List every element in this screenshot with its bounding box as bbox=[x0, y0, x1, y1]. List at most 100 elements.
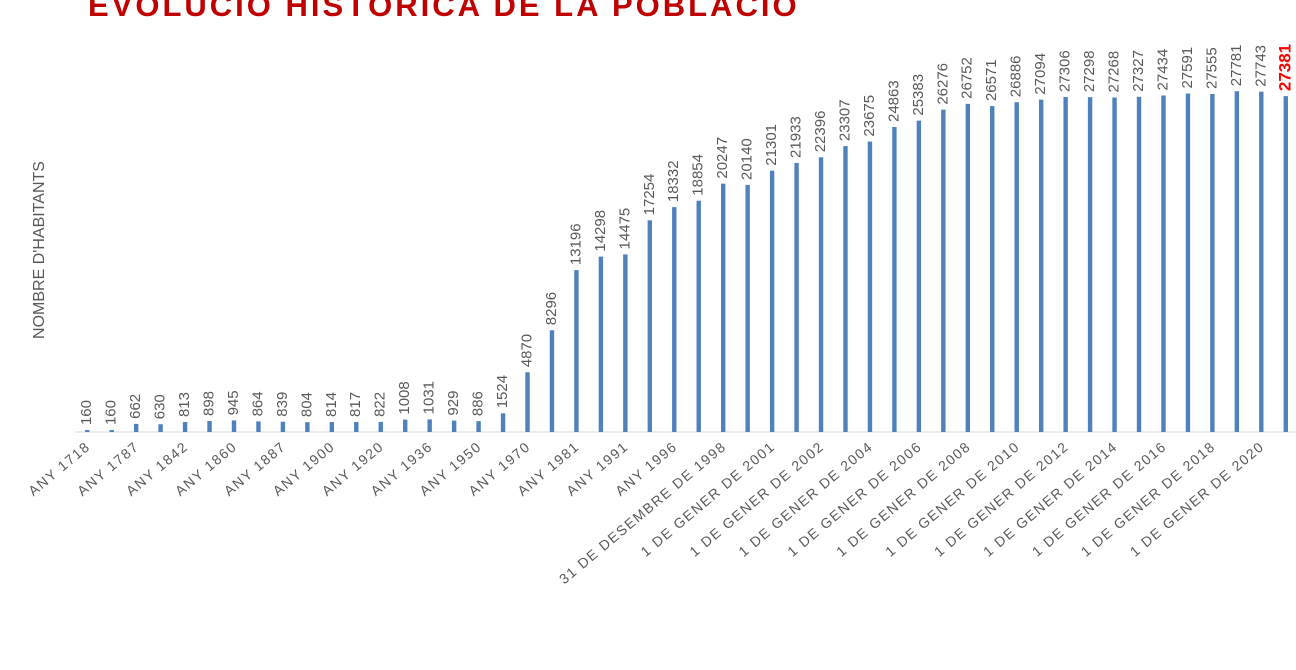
bar bbox=[1112, 97, 1117, 432]
value-label: 27327 bbox=[1130, 50, 1147, 92]
bar bbox=[1014, 102, 1019, 433]
bar bbox=[329, 422, 335, 432]
chart-title: EVOLUCIÓ HISTÒRICA DE LA POBLACIÓ bbox=[88, 0, 800, 23]
bar bbox=[476, 421, 481, 432]
bar bbox=[427, 419, 432, 432]
value-label: 1008 bbox=[396, 381, 413, 414]
y-axis-label: NOMBRE D'HABITANTS bbox=[31, 161, 48, 339]
bar bbox=[525, 372, 530, 432]
value-label: 27268 bbox=[1106, 51, 1123, 93]
bar bbox=[818, 157, 824, 432]
value-label: 630 bbox=[152, 394, 169, 419]
bar bbox=[867, 141, 873, 432]
value-label: 21933 bbox=[788, 116, 805, 158]
bar bbox=[720, 183, 726, 432]
value-label: 20140 bbox=[739, 138, 756, 180]
bar bbox=[843, 146, 848, 432]
bar bbox=[1234, 91, 1240, 433]
bar bbox=[769, 170, 775, 432]
bar bbox=[990, 106, 995, 432]
bar bbox=[305, 422, 310, 432]
value-label: 822 bbox=[372, 392, 389, 417]
value-label: 24863 bbox=[885, 80, 902, 122]
bar bbox=[965, 103, 970, 432]
value-label: 27591 bbox=[1179, 47, 1196, 89]
value-label: 21301 bbox=[763, 124, 780, 166]
bar bbox=[451, 420, 457, 432]
value-label: 160 bbox=[103, 400, 120, 425]
value-label: 27555 bbox=[1203, 47, 1220, 89]
value-label: 14298 bbox=[592, 210, 609, 252]
value-label: 18332 bbox=[665, 160, 682, 202]
value-label: 27094 bbox=[1032, 53, 1049, 95]
value-label: 8296 bbox=[543, 292, 560, 325]
bar bbox=[941, 109, 946, 433]
value-label: 27298 bbox=[1081, 50, 1098, 92]
value-label: 27781 bbox=[1228, 45, 1245, 87]
value-label: 17254 bbox=[641, 174, 658, 216]
bar bbox=[794, 162, 799, 432]
bar bbox=[1161, 95, 1166, 433]
bar bbox=[378, 421, 383, 432]
value-label: 23307 bbox=[836, 99, 853, 141]
value-label: 26886 bbox=[1008, 55, 1025, 97]
bar bbox=[892, 127, 897, 433]
value-label: 26571 bbox=[983, 59, 1000, 101]
value-label: 929 bbox=[445, 391, 462, 416]
value-label: 26752 bbox=[959, 57, 976, 99]
value-label: 4870 bbox=[518, 334, 535, 367]
bar bbox=[623, 254, 628, 432]
value-label: 27743 bbox=[1252, 45, 1269, 87]
value-label: 813 bbox=[176, 392, 193, 417]
bar bbox=[207, 420, 212, 432]
bar bbox=[231, 420, 237, 432]
bar bbox=[549, 330, 555, 432]
bar bbox=[916, 120, 922, 433]
value-label: 886 bbox=[470, 391, 487, 416]
bar bbox=[1283, 96, 1288, 432]
bar bbox=[256, 421, 261, 432]
bar bbox=[1063, 97, 1068, 433]
bar bbox=[1210, 93, 1215, 432]
value-label: 662 bbox=[127, 394, 144, 419]
bar bbox=[158, 424, 163, 432]
value-label: 27381 bbox=[1275, 44, 1294, 91]
bar bbox=[672, 207, 677, 432]
value-label: 817 bbox=[347, 392, 364, 417]
bar bbox=[85, 430, 90, 432]
value-label: 804 bbox=[298, 392, 315, 417]
value-label: 839 bbox=[274, 392, 291, 417]
value-label: 14475 bbox=[616, 208, 633, 250]
bar bbox=[354, 421, 359, 432]
value-label: 25383 bbox=[910, 74, 927, 116]
bar bbox=[745, 184, 750, 432]
bar bbox=[133, 423, 139, 432]
bar bbox=[403, 419, 408, 432]
value-label: 1031 bbox=[421, 381, 438, 414]
bar bbox=[1259, 91, 1264, 433]
value-label: 23675 bbox=[861, 95, 878, 137]
bar bbox=[1185, 93, 1191, 432]
bar bbox=[598, 256, 604, 432]
value-label: 26276 bbox=[934, 63, 951, 105]
bar bbox=[1136, 96, 1142, 432]
bar bbox=[574, 270, 579, 432]
value-label: 18854 bbox=[690, 154, 707, 196]
value-label: 945 bbox=[225, 390, 242, 415]
bar bbox=[647, 220, 653, 432]
value-label: 13196 bbox=[567, 223, 584, 265]
bar bbox=[500, 413, 506, 432]
bar bbox=[109, 430, 114, 432]
value-label: 898 bbox=[200, 391, 217, 416]
value-label: 22396 bbox=[812, 111, 829, 153]
bar bbox=[1087, 97, 1093, 432]
value-label: 864 bbox=[249, 391, 266, 416]
value-label: 160 bbox=[78, 400, 95, 425]
value-label: 27306 bbox=[1057, 50, 1074, 92]
value-label: 814 bbox=[323, 392, 340, 417]
value-label: 27434 bbox=[1154, 49, 1171, 91]
bar bbox=[182, 422, 188, 432]
bar bbox=[696, 200, 701, 432]
value-label: 1524 bbox=[494, 375, 511, 408]
